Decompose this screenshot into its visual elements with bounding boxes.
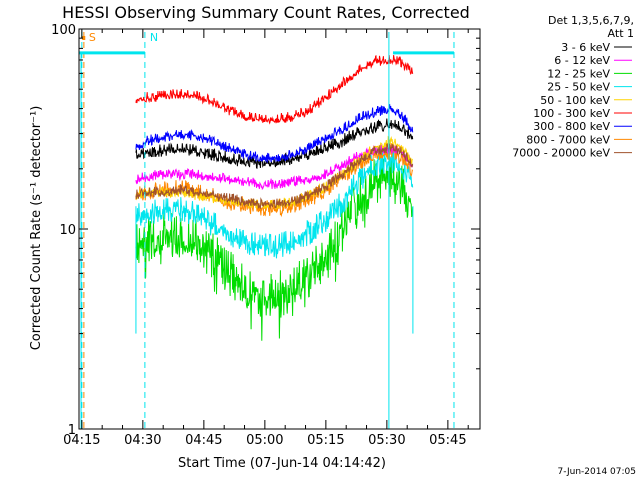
y-tick-label: 100 <box>51 23 76 38</box>
x-tick-label: 04:15 <box>63 433 100 448</box>
legend-label: 800 - 7000 keV <box>526 133 610 146</box>
legend-label: 6 - 12 keV <box>554 54 610 67</box>
series-line-5 <box>135 55 414 125</box>
x-tick-label: 05:45 <box>429 433 466 448</box>
series-line-8 <box>135 143 414 210</box>
legend-label: 12 - 25 keV <box>547 67 610 80</box>
series-line-3 <box>135 149 414 259</box>
legend-label: 100 - 300 keV <box>533 107 610 120</box>
series-line-2 <box>135 152 414 341</box>
legend-label: 3 - 6 keV <box>561 41 610 54</box>
legend-label: 300 - 800 keV <box>533 120 610 133</box>
x-tick-label: 05:00 <box>246 433 283 448</box>
legend-header-line-2: Att 1 <box>608 27 634 40</box>
x-tick-label: 04:30 <box>124 433 161 448</box>
legend-label: 25 - 50 keV <box>547 81 610 94</box>
x-tick-label: 04:45 <box>185 433 222 448</box>
series-line-7 <box>135 142 414 218</box>
footer-date: 7-Jun-2014 07:05 <box>558 467 637 477</box>
y-tick-label: 1 <box>68 423 76 438</box>
marker-label: S <box>89 31 96 44</box>
y-tick-label: 10 <box>59 223 76 238</box>
marker-label: N <box>150 31 158 44</box>
series-line-0 <box>135 118 414 169</box>
legend-header-line-1: Det 1,3,5,6,7,9, <box>548 14 634 27</box>
axes: 04:15 04:30 04:45 05:00 05:15 05:30 05:45 1 10 10… <box>51 23 480 448</box>
y-axis-label: Corrected Count Rate (s⁻¹ detector⁻¹) <box>29 106 44 351</box>
legend-label: 7000 - 20000 keV <box>512 147 610 160</box>
legend-label: 50 - 100 keV <box>540 94 610 107</box>
orange-marker-dot <box>82 36 86 40</box>
x-axis-label: Start Time (07-Jun-14 04:14:42) <box>178 456 386 471</box>
series-line-6 <box>135 103 414 163</box>
series-line-1 <box>135 144 414 191</box>
x-tick-label: 05:30 <box>368 433 405 448</box>
x-tick-label: 05:15 <box>307 433 344 448</box>
chart-title: HESSI Observing Summary Count Rates, Cor… <box>62 3 470 22</box>
